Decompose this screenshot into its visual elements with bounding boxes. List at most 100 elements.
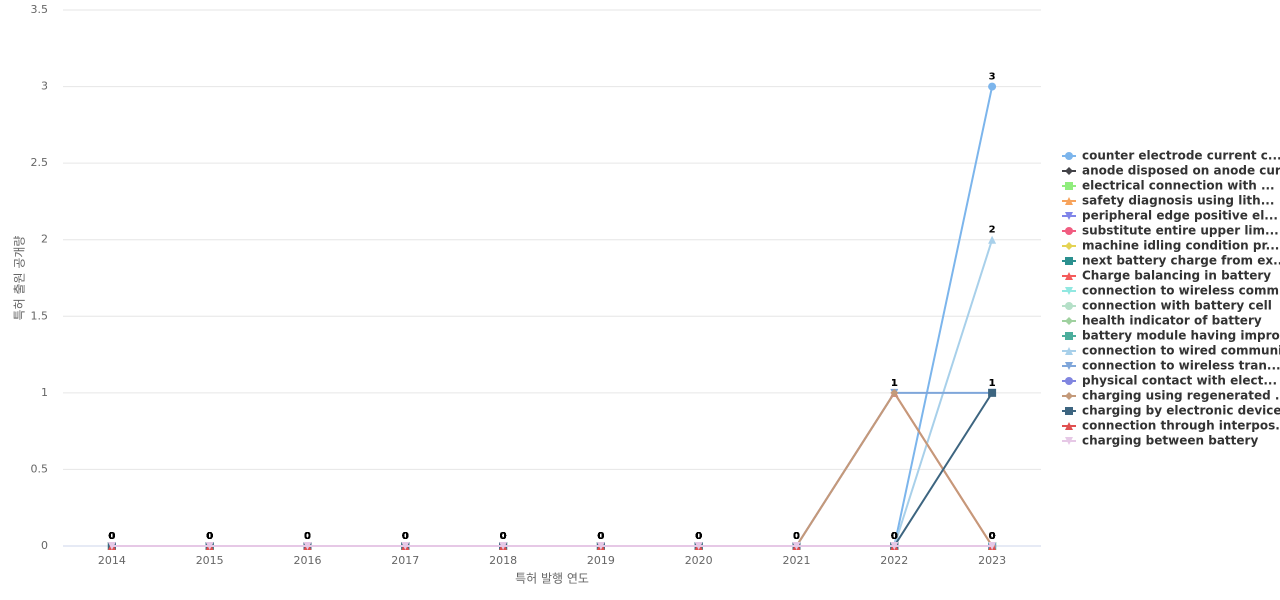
data-label: 0 [206,531,213,542]
data-label: 0 [500,531,507,542]
data-label: 0 [206,531,213,542]
data-label: 0 [402,531,409,542]
data-label: 0 [695,531,702,542]
x-tick-label: 2019 [587,554,615,567]
x-tick-label: 2020 [685,554,713,567]
data-label: 0 [304,531,311,542]
data-label: 0 [304,531,311,542]
data-label: 0 [304,531,311,542]
data-label: 0 [695,531,702,542]
data-label: 0 [891,531,898,542]
data-label: 0 [206,531,213,542]
legend-marker [1065,227,1073,235]
data-label: 0 [108,531,115,542]
data-label: 0 [695,531,702,542]
data-label: 0 [402,531,409,542]
y-tick-label: 1 [41,386,48,399]
marker [205,542,214,550]
data-label: 0 [989,531,996,542]
y-axis-title: 특허 출원 공개량 [13,236,27,321]
legend-label: connection to wireless tran... [1082,359,1280,373]
data-label: 0 [500,531,507,542]
data-label: 0 [597,531,604,542]
data-label: 0 [597,531,604,542]
data-label: 0 [793,531,800,542]
y-tick-label: 0 [41,539,48,552]
legend-label: Charge balancing in battery [1082,269,1271,283]
data-label: 0 [402,531,409,542]
data-label: 0 [597,531,604,542]
data-label: 0 [695,531,702,542]
data-label: 0 [695,531,702,542]
data-label: 0 [402,531,409,542]
data-label: 0 [597,531,604,542]
x-tick-label: 2014 [98,554,126,567]
data-label: 0 [793,531,800,542]
data-label: 0 [695,531,702,542]
data-label: 0 [206,531,213,542]
legend-marker [1065,272,1073,280]
data-label: 1 [891,378,898,389]
data-label: 0 [402,531,409,542]
data-label: 0 [500,531,507,542]
data-label: 0 [989,531,996,542]
marker [988,82,997,91]
data-label: 0 [793,531,800,542]
legend-label: next battery charge from ex... [1082,254,1280,268]
data-label: 0 [793,531,800,542]
data-label: 0 [108,531,115,542]
data-label: 0 [500,531,507,542]
data-label: 0 [108,531,115,542]
legend-marker [1065,152,1073,160]
data-label: 0 [891,531,898,542]
data-label: 0 [695,531,702,542]
series [107,542,997,550]
data-label: 0 [402,531,409,542]
data-label: 0 [597,531,604,542]
data-label: 0 [891,531,898,542]
marker [988,388,997,397]
data-label: 0 [108,531,115,542]
data-label: 0 [206,531,213,542]
data-label: 0 [989,531,996,542]
data-label: 0 [989,531,996,542]
legend-label: substitute entire upper lim... [1082,224,1279,238]
marker [596,542,605,550]
data-label: 0 [108,531,115,542]
x-tick-label: 2017 [391,554,419,567]
y-tick-label: 2 [41,233,48,246]
data-label: 0 [891,531,898,542]
marker [988,542,997,550]
legend-marker [1065,362,1073,370]
legend-marker [1065,317,1073,325]
data-label: 0 [597,531,604,542]
data-label: 0 [695,531,702,542]
data-label: 0 [500,531,507,542]
data-label: 0 [597,531,604,542]
data-label: 0 [500,531,507,542]
legend-label: charging between battery [1082,434,1258,448]
data-label: 0 [304,531,311,542]
data-label: 0 [108,531,115,542]
legend-marker [1065,182,1073,190]
data-label: 0 [695,531,702,542]
legend-label: safety diagnosis using lith... [1082,194,1274,208]
data-label: 0 [108,531,115,542]
data-label: 0 [793,531,800,542]
data-label: 0 [597,531,604,542]
data-label: 0 [891,531,898,542]
data-label: 0 [500,531,507,542]
marker [107,542,116,550]
y-tick-label: 3 [41,80,48,93]
data-label: 0 [500,531,507,542]
x-tick-label: 2021 [783,554,811,567]
x-tick-label: 2018 [489,554,517,567]
marker [303,542,312,550]
data-label: 0 [793,531,800,542]
data-label: 0 [597,531,604,542]
data-label: 0 [500,531,507,542]
data-label: 0 [597,531,604,542]
data-label: 0 [989,531,996,542]
data-label: 1 [989,378,996,389]
data-label: 0 [891,531,898,542]
